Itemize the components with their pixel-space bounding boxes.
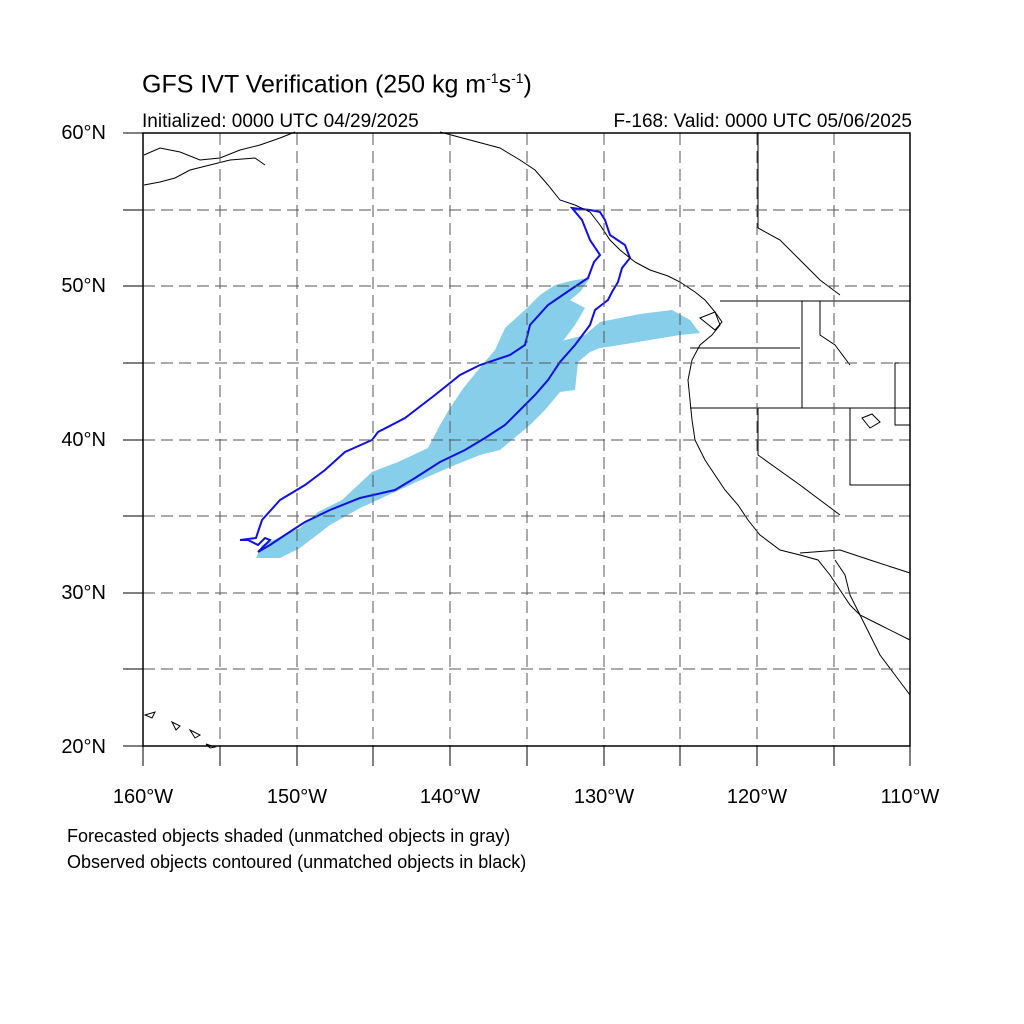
tick-marks xyxy=(123,132,911,766)
coastlines xyxy=(143,131,911,749)
lon-label-160w: 160°W xyxy=(112,786,174,808)
grid-lines xyxy=(143,133,910,746)
lat-label-30: 30°N xyxy=(61,582,106,604)
lat-label-60: 60°N xyxy=(61,122,106,144)
lon-label-130w: 130°W xyxy=(573,786,635,808)
political-boundaries xyxy=(690,132,911,574)
lon-label-120w: 120°W xyxy=(726,786,788,808)
lon-label-140w: 140°W xyxy=(419,786,481,808)
lon-label-150w: 150°W xyxy=(266,786,328,808)
legend-forecast-note: Forecasted objects shaded (unmatched obj… xyxy=(67,826,511,846)
lon-label-110w: 110°W xyxy=(880,786,940,808)
legend-observed-note: Observed objects contoured (unmatched ob… xyxy=(67,852,527,872)
lat-label-50: 50°N xyxy=(61,275,106,297)
init-time-label: Initialized: 0000 UTC 04/29/2025 xyxy=(142,111,419,132)
lat-label-40: 40°N xyxy=(61,429,106,451)
valid-time-label: F-168: Valid: 0000 UTC 05/06/2025 xyxy=(613,111,912,132)
lat-label-20: 20°N xyxy=(61,736,106,758)
forecast-ivt-object xyxy=(256,278,700,558)
chart-title: GFS IVT Verification (250 kg m-1s-1) xyxy=(142,70,532,99)
